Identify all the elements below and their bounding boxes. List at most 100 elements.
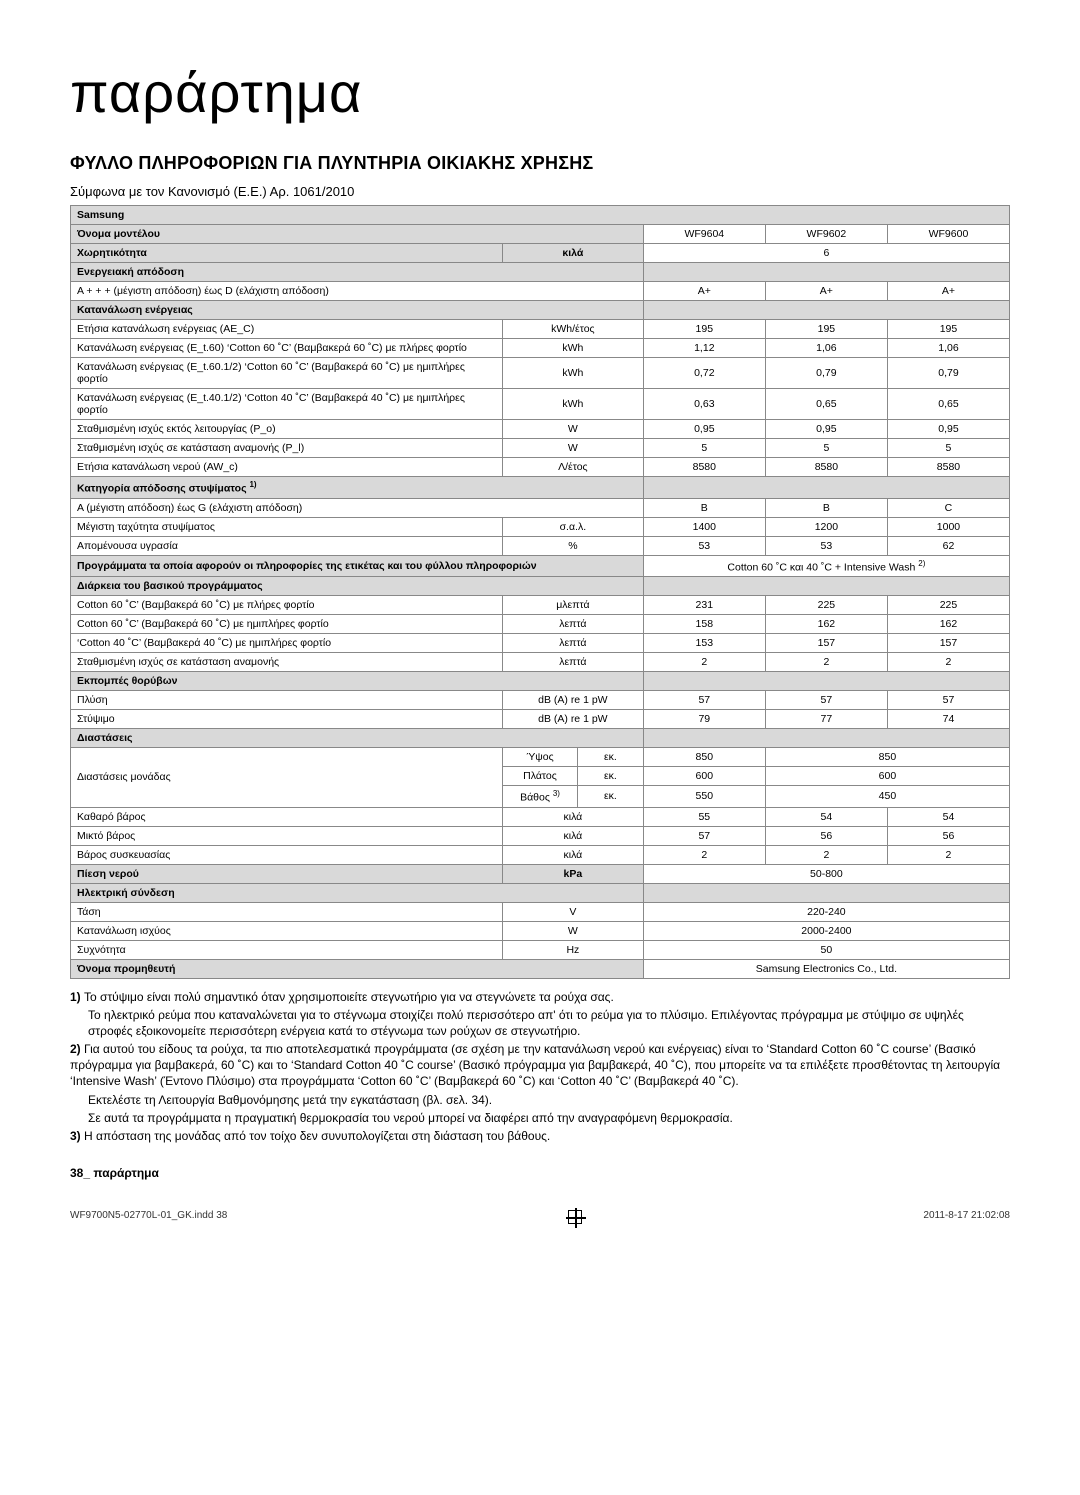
et40half-2: 0,65 bbox=[887, 389, 1009, 420]
width-label: Πλάτος bbox=[502, 767, 577, 786]
registration-mark-icon bbox=[568, 1210, 582, 1224]
note1-b: Το ηλεκτρικό ρεύμα που καταναλώνεται για… bbox=[70, 1007, 1010, 1039]
c40half-label: ‘Cotton 40 ˚C’ (Βαμβακερά 40 ˚C) με ημιπ… bbox=[71, 634, 503, 653]
height-label: Ύψος bbox=[502, 748, 577, 767]
standbydur-0: 2 bbox=[643, 653, 765, 672]
freq-unit: Hz bbox=[502, 940, 643, 959]
energy-class-0: A+ bbox=[643, 282, 765, 301]
powerstandby-label: Σταθμισμένη ισχύς σε κατάσταση αναμονής … bbox=[71, 439, 503, 458]
waterpress-label: Πίεση νερού bbox=[71, 864, 503, 883]
annualwater-label: Ετήσια κατανάλωση νερού (AW_c) bbox=[71, 458, 503, 477]
c60full-label: Cotton 60 ˚C’ (Βαμβακερά 60 ˚C) με πλήρε… bbox=[71, 596, 503, 615]
washnoise-2: 57 bbox=[887, 691, 1009, 710]
powercons-label: Κατανάλωση ισχύος bbox=[71, 921, 503, 940]
et60half-1: 0,79 bbox=[765, 358, 887, 389]
spinclass-1: B bbox=[765, 498, 887, 517]
maxspin-2: 1000 bbox=[887, 517, 1009, 536]
page-title: παράρτημα bbox=[70, 60, 1010, 125]
width-b: 600 bbox=[765, 767, 1009, 786]
moisture-unit: % bbox=[502, 536, 643, 555]
c60full-1: 225 bbox=[765, 596, 887, 615]
packweight-label: Βάρος συσκευασίας bbox=[71, 845, 503, 864]
et40half-1: 0,65 bbox=[765, 389, 887, 420]
powercons-unit: W bbox=[502, 921, 643, 940]
depth-sup: 3) bbox=[553, 789, 560, 798]
freq-label: Συχνότητα bbox=[71, 940, 503, 959]
c40half-unit: λεπτά bbox=[502, 634, 643, 653]
unitdims-label: Διαστάσεις μονάδας bbox=[71, 748, 503, 808]
height-unit: εκ. bbox=[578, 748, 644, 767]
grossweight-0: 57 bbox=[643, 826, 765, 845]
product-fiche-table: Samsung Όνομα μοντέλου WF9604 WF9602 WF9… bbox=[70, 205, 1010, 979]
poweroff-0: 0,95 bbox=[643, 420, 765, 439]
voltage-unit: V bbox=[502, 902, 643, 921]
washnoise-1: 57 bbox=[765, 691, 887, 710]
netweight-2: 54 bbox=[887, 807, 1009, 826]
height-b: 850 bbox=[765, 748, 1009, 767]
waterpress-value: 50-800 bbox=[643, 864, 1009, 883]
c60half-1: 162 bbox=[765, 615, 887, 634]
section-heading: ΦΥΛΛΟ ΠΛΗΡΟΦΟΡΙΩΝ ΓΙΑ ΠΛΥΝΤΗΡΙΑ ΟΙΚΙΑΚΗΣ… bbox=[70, 153, 1010, 174]
grossweight-2: 56 bbox=[887, 826, 1009, 845]
poweroff-unit: W bbox=[502, 420, 643, 439]
voltage-value: 220-240 bbox=[643, 902, 1009, 921]
waterpress-unit: kPa bbox=[502, 864, 643, 883]
spinnoise-0: 79 bbox=[643, 710, 765, 729]
print-file: WF9700N5-02770L-01_GK.indd 38 bbox=[70, 1210, 227, 1224]
powerstandby-2: 5 bbox=[887, 439, 1009, 458]
maxspin-label: Μέγιστη ταχύτητα στυψίματος bbox=[71, 517, 503, 536]
annual-energy-1: 195 bbox=[765, 320, 887, 339]
regulation-line: Σύμφωνα με τον Κανονισμό (Ε.Ε.) Αρ. 1061… bbox=[70, 184, 1010, 199]
footnotes: 1) Το στύψιμο είναι πολύ σημαντικό όταν … bbox=[70, 989, 1010, 1145]
capacity-unit: κιλά bbox=[502, 244, 643, 263]
capacity-value: 6 bbox=[643, 244, 1009, 263]
powerstandby-1: 5 bbox=[765, 439, 887, 458]
moisture-1: 53 bbox=[765, 536, 887, 555]
standbydur-unit: λεπτά bbox=[502, 653, 643, 672]
et40half-unit: kWh bbox=[502, 389, 643, 420]
powerstandby-unit: W bbox=[502, 439, 643, 458]
energy-class-2: A+ bbox=[887, 282, 1009, 301]
maxspin-0: 1400 bbox=[643, 517, 765, 536]
annual-energy-2: 195 bbox=[887, 320, 1009, 339]
spinnoise-label: Στύψιμο bbox=[71, 710, 503, 729]
annual-energy-unit: kWh/έτος bbox=[502, 320, 643, 339]
note1-a: Το στύψιμο είναι πολύ σημαντικό όταν χρη… bbox=[84, 990, 614, 1004]
freq-value: 50 bbox=[643, 940, 1009, 959]
standbydur-label: Σταθμισμένη ισχύς σε κατάσταση αναμονής bbox=[71, 653, 503, 672]
moisture-label: Απομένουσα υγρασία bbox=[71, 536, 503, 555]
c40half-1: 157 bbox=[765, 634, 887, 653]
voltage-label: Τάση bbox=[71, 902, 503, 921]
c60half-0: 158 bbox=[643, 615, 765, 634]
note2-b: Εκτελέστε τη Λειτουργία Βαθμονόμησης μετ… bbox=[70, 1092, 1010, 1108]
spinnoise-unit: dB (A) re 1 pW bbox=[502, 710, 643, 729]
spin-class-section-text: Κατηγορία απόδοσης στυψίματος bbox=[77, 483, 249, 495]
model-col-2: WF9600 bbox=[887, 225, 1009, 244]
et60half-label: Κατανάλωση ενέργειας (E_t.60.1/2) ‘Cotto… bbox=[71, 358, 503, 389]
annual-energy-label: Ετήσια κατανάλωση ενέργειας (AE_C) bbox=[71, 320, 503, 339]
c40half-0: 153 bbox=[643, 634, 765, 653]
netweight-unit: κιλά bbox=[502, 807, 643, 826]
packweight-1: 2 bbox=[765, 845, 887, 864]
annualwater-0: 8580 bbox=[643, 458, 765, 477]
spin-class-section: Κατηγορία απόδοσης στυψίματος 1) bbox=[71, 477, 644, 499]
electrical-section: Ηλεκτρική σύνδεση bbox=[71, 883, 644, 902]
note2-a: Για αυτού του είδους τα ρούχα, τα πιο απ… bbox=[70, 1042, 1000, 1088]
grossweight-1: 56 bbox=[765, 826, 887, 845]
c60half-label: Cotton 60 ˚C’ (Βαμβακερά 60 ˚C) με ημιπλ… bbox=[71, 615, 503, 634]
note2-lead: 2) bbox=[70, 1042, 84, 1056]
width-unit: εκ. bbox=[578, 767, 644, 786]
c60full-unit: μλεπτά bbox=[502, 596, 643, 615]
supplier-label: Όνομα προμηθευτή bbox=[71, 959, 644, 978]
maxspin-1: 1200 bbox=[765, 517, 887, 536]
moisture-2: 62 bbox=[887, 536, 1009, 555]
et60full-0: 1,12 bbox=[643, 339, 765, 358]
consumption-section: Κατανάλωση ενέργειας bbox=[71, 301, 644, 320]
standbydur-1: 2 bbox=[765, 653, 887, 672]
washnoise-0: 57 bbox=[643, 691, 765, 710]
depth-a: 550 bbox=[643, 786, 765, 808]
width-a: 600 bbox=[643, 767, 765, 786]
noise-section: Εκπομπές θορύβων bbox=[71, 672, 644, 691]
spin-class-sup: 1) bbox=[249, 480, 256, 489]
annualwater-2: 8580 bbox=[887, 458, 1009, 477]
